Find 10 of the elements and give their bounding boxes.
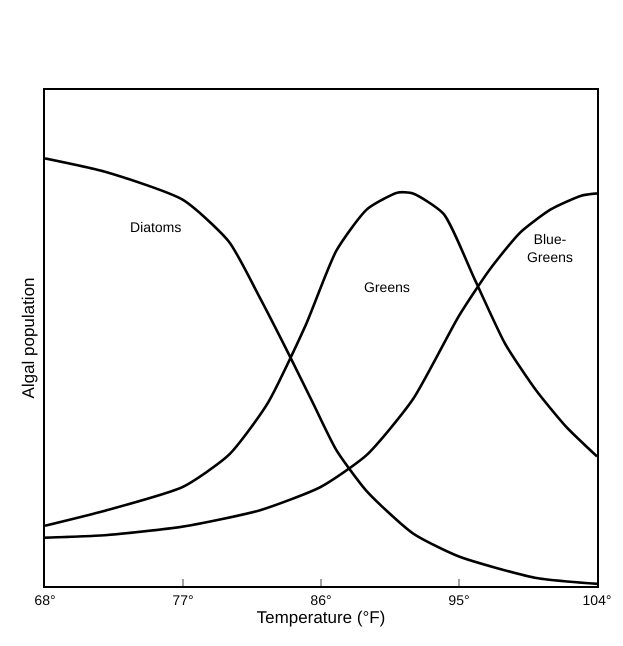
series-label: Blue-Greens: [527, 231, 573, 266]
x-tick-label: 77°: [172, 592, 194, 608]
x-tick-label: 104°: [582, 592, 612, 608]
x-tick-label: 95°: [448, 592, 470, 608]
x-tick-label: 68°: [34, 592, 56, 608]
x-tick-label: 86°: [310, 592, 332, 608]
series-label: Diatoms: [130, 219, 182, 235]
x-axis-title: Temperature (°F): [256, 608, 386, 627]
y-axis-title: Algal population: [19, 278, 38, 398]
text: Greens: [364, 279, 410, 295]
